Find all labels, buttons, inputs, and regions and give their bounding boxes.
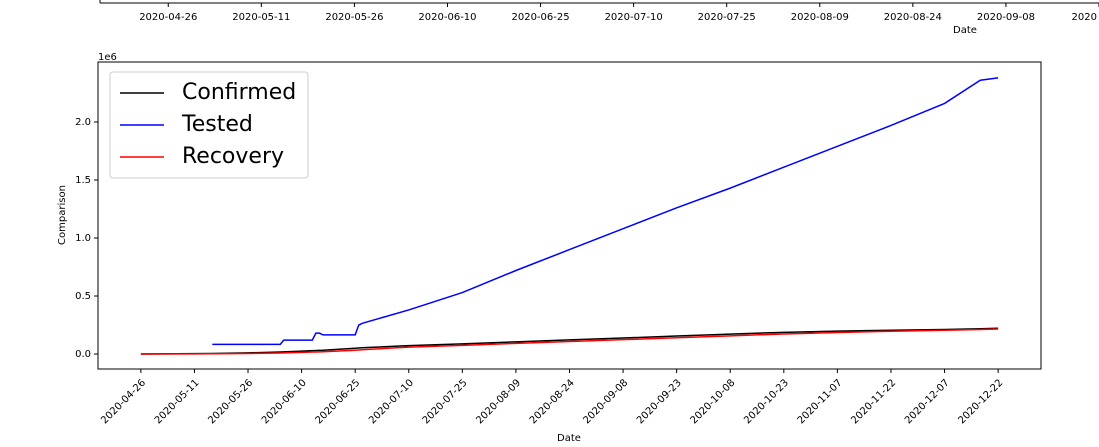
x-axis-label: Date bbox=[953, 25, 977, 36]
y-offset-label: 1e6 bbox=[98, 52, 117, 63]
x-tick-label: 2020-05-26 bbox=[206, 377, 255, 426]
y-tick-label: 1.0 bbox=[75, 233, 91, 244]
x-tick-label: 2020-08-24 bbox=[528, 377, 577, 426]
x-tick-label: 2020-08-09 bbox=[791, 12, 849, 23]
y-tick-label: 0.5 bbox=[75, 291, 91, 302]
x-tick-label: 2020-09-23 bbox=[635, 377, 684, 426]
x-tick-label: 2020-07-10 bbox=[367, 377, 416, 426]
x-tick-label: 2020-06-10 bbox=[260, 377, 309, 426]
x-tick-label: 2020-09-08 bbox=[977, 12, 1035, 23]
y-axis-label: Comparison bbox=[57, 185, 68, 245]
x-tick-label: 2020-11-22 bbox=[849, 377, 898, 426]
x-tick-label: 2020-08-09 bbox=[474, 377, 523, 426]
x-tick-label: 2020-09-08 bbox=[581, 377, 630, 426]
x-tick-label: 2020-06-25 bbox=[511, 12, 569, 23]
y-tick-label: 2.0 bbox=[75, 117, 91, 128]
x-tick-label: 2020-06-25 bbox=[314, 377, 363, 426]
x-tick-label: 2020-10-08 bbox=[689, 377, 738, 426]
x-tick-label: 2020-05-11 bbox=[153, 377, 202, 426]
series-line bbox=[140, 328, 999, 355]
series-line bbox=[212, 77, 999, 346]
x-tick-label: 2020-11-07 bbox=[796, 377, 845, 426]
legend-label: Recovery bbox=[182, 144, 284, 169]
legend-box bbox=[109, 71, 309, 179]
x-tick-label: 2020-12-22 bbox=[957, 377, 1006, 426]
x-tick-label: 2020-04-26 bbox=[99, 377, 148, 426]
x-tick-label: 2020-05-11 bbox=[232, 12, 290, 23]
x-tick-label: 2020-08-24 bbox=[884, 12, 942, 23]
x-tick-label: 2020-10-23 bbox=[742, 377, 791, 426]
x-tick-label: 2020-04-26 bbox=[139, 12, 197, 23]
legend-label: Tested bbox=[181, 112, 253, 137]
x-tick-label: 2020-07-25 bbox=[698, 12, 756, 23]
series-line bbox=[140, 327, 999, 355]
y-tick-label: 1.5 bbox=[75, 175, 91, 186]
y-tick-label: 0.0 bbox=[75, 349, 91, 360]
x-tick-label: 2020-06-10 bbox=[418, 12, 476, 23]
x-tick-label: 2020-05-26 bbox=[325, 12, 383, 23]
x-tick-label: 2020 bbox=[1072, 12, 1097, 23]
x-tick-label: 2020-07-25 bbox=[421, 377, 470, 426]
x-tick-label: 2020-12-07 bbox=[903, 377, 952, 426]
x-axis-label: Date bbox=[557, 433, 581, 444]
legend-label: Confirmed bbox=[182, 80, 296, 105]
x-tick-label: 2020-07-10 bbox=[605, 12, 663, 23]
